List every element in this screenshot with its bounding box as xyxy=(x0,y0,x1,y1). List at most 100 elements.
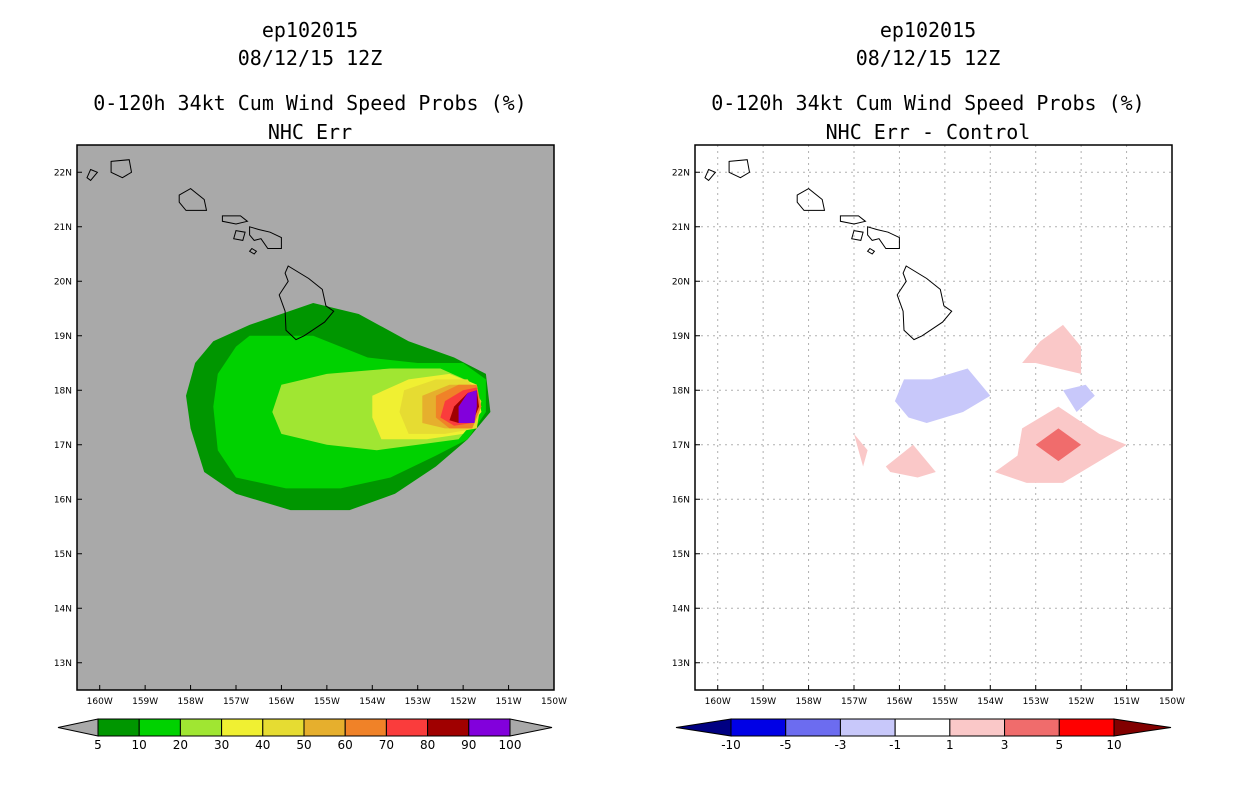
colorbar-arrow-high xyxy=(509,718,553,737)
colorbar-swatch xyxy=(468,718,511,737)
x-tick-label: 156W xyxy=(268,697,294,707)
left-title-line-4: NHC Err xyxy=(267,120,353,144)
colorbar-label: 3 xyxy=(1001,738,1009,752)
y-tick-label: 14N xyxy=(672,604,690,614)
x-tick-label: 153W xyxy=(405,697,431,707)
island-outline xyxy=(866,247,876,255)
y-tick-label: 13N xyxy=(672,659,690,669)
colorbar-swatch xyxy=(262,718,305,737)
x-tick-label: 159W xyxy=(750,697,776,707)
y-tick-label: 21N xyxy=(54,223,72,233)
colorbar-label: -1 xyxy=(889,738,901,752)
colorbar-label: -3 xyxy=(834,738,846,752)
y-tick-label: 18N xyxy=(672,386,690,396)
y-tick-label: 16N xyxy=(672,495,690,505)
island-outline xyxy=(278,265,335,341)
colorbar-label: 70 xyxy=(379,738,394,752)
colorbar-label: 80 xyxy=(420,738,435,752)
contour-level-neg3 xyxy=(1063,384,1095,412)
island-outline xyxy=(248,247,258,255)
left-map-panel: 160W 159W 158W 157W 156W 155W 154W 153W 152W 151W… xyxy=(54,144,567,752)
island-outline xyxy=(704,168,717,182)
y-tick-label: 15N xyxy=(54,550,72,560)
colorbar: 5 10 20 30 40 50 60 70 80 90 100 xyxy=(57,718,553,752)
colorbar-label: 5 xyxy=(94,738,102,752)
y-tick-label: 13N xyxy=(54,659,72,669)
y-tick-label: 20N xyxy=(54,277,72,287)
y-tick-label: 17N xyxy=(54,441,72,451)
y-tick-label: 16N xyxy=(54,495,72,505)
x-tick-label: 154W xyxy=(977,697,1003,707)
island-outline xyxy=(896,265,953,341)
contour-level-90 xyxy=(458,390,477,423)
x-tick-label: 150W xyxy=(541,697,567,707)
colorbar-arrow-high xyxy=(1113,718,1172,737)
colorbar-swatch xyxy=(1004,718,1060,737)
colorbar-swatch xyxy=(385,718,429,737)
colorbar-label: 5 xyxy=(1055,738,1063,752)
colorbar-arrow-low xyxy=(57,718,99,737)
island-outline xyxy=(110,159,133,179)
colorbar-swatch xyxy=(303,718,346,737)
left-title-line-1: ep102015 xyxy=(261,18,359,42)
x-tick-label: 152W xyxy=(450,697,476,707)
island-outline xyxy=(249,226,282,249)
y-tick-label: 15N xyxy=(672,550,690,560)
x-tick-label: 151W xyxy=(496,697,522,707)
x-tick-label: 150W xyxy=(1159,697,1185,707)
right-title-line-3: 0-120h 34kt Cum Wind Speed Probs (%) xyxy=(711,91,1145,115)
colorbar-arrow-low xyxy=(675,718,732,737)
colorbar-label: -5 xyxy=(780,738,792,752)
x-tick-label: 151W xyxy=(1114,697,1140,707)
right-title-line-1: ep102015 xyxy=(879,18,977,42)
contour-level-3 xyxy=(885,444,936,478)
contour-level-3 xyxy=(1022,324,1082,374)
island-outline xyxy=(728,159,751,179)
x-tick-label: 155W xyxy=(932,697,958,707)
y-tick-label: 22N xyxy=(672,168,690,178)
y-tick-label: 19N xyxy=(54,332,72,342)
map-content xyxy=(695,145,1172,690)
colorbar-label: 20 xyxy=(173,738,188,752)
colorbar-label: 1 xyxy=(946,738,954,752)
x-tick-label: 158W xyxy=(178,697,204,707)
y-tick-label: 18N xyxy=(54,386,72,396)
colorbar-swatch xyxy=(1058,718,1115,737)
colorbar-swatch xyxy=(839,718,896,737)
colorbar-label: 60 xyxy=(338,738,353,752)
colorbar-swatch xyxy=(97,718,140,737)
y-tick-label: 20N xyxy=(672,277,690,287)
colorbar-label: 30 xyxy=(214,738,229,752)
contour-level-3 xyxy=(854,433,868,467)
colorbar-swatch xyxy=(344,718,387,737)
y-tick-label: 19N xyxy=(672,332,690,342)
colorbar-label: 50 xyxy=(296,738,311,752)
map-content xyxy=(86,159,491,511)
colorbar-swatch xyxy=(138,718,181,737)
x-tick-label: 160W xyxy=(705,697,731,707)
island-outline xyxy=(851,230,864,241)
map-frame xyxy=(694,144,1173,691)
colorbar-label: 40 xyxy=(255,738,270,752)
x-tick-label: 157W xyxy=(223,697,249,707)
contour-level-neg3 xyxy=(894,368,991,423)
x-tick-label: 154W xyxy=(359,697,385,707)
x-tick-label: 157W xyxy=(841,697,867,707)
colorbar-swatch xyxy=(179,718,223,737)
y-tick-label: 21N xyxy=(672,223,690,233)
right-title-line-2: 08/12/15 12Z xyxy=(855,46,1001,70)
y-tick-label: 14N xyxy=(54,604,72,614)
island-outline xyxy=(839,215,867,225)
x-tick-label: 155W xyxy=(314,697,340,707)
x-tick-label: 153W xyxy=(1023,697,1049,707)
contour-level-5 xyxy=(1035,428,1082,462)
island-outline xyxy=(796,187,826,211)
island-outline xyxy=(178,187,208,211)
y-tick-label: 17N xyxy=(672,441,690,451)
x-tick-label: 158W xyxy=(796,697,822,707)
island-outline xyxy=(86,168,99,182)
colorbar-label: 10 xyxy=(132,738,147,752)
colorbar-swatch xyxy=(894,718,951,737)
right-title-line-4: NHC Err - Control xyxy=(825,120,1031,144)
